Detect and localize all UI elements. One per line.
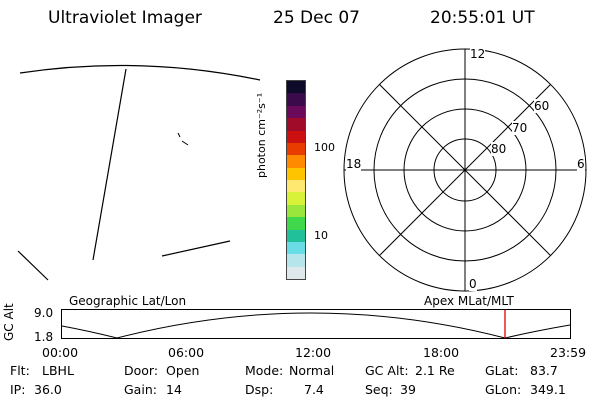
- map-edge-line: [161, 240, 231, 257]
- time-tick-0000: 00:00: [42, 345, 79, 360]
- door-label: Door:: [124, 363, 159, 378]
- time-tick-1800: 18:00: [423, 345, 460, 360]
- dsp-value: 7.4: [304, 382, 324, 397]
- map-coastline-fragment: [177, 132, 189, 146]
- altitude-y-min: 1.8: [34, 330, 54, 344]
- colorbar-band-4: [287, 130, 305, 143]
- colorbar-band-0: [287, 81, 305, 94]
- mlt-label-12: 12: [470, 47, 486, 61]
- colorbar-band-1: [287, 93, 305, 106]
- time-tick-0600: 06:00: [168, 345, 205, 360]
- map-edge-line: [17, 250, 49, 281]
- filter-label: Flt:: [10, 363, 30, 378]
- altitude-plot-frame: [61, 309, 571, 339]
- colorbar-band-14: [287, 254, 305, 267]
- colorbar-tick-10: 10: [314, 229, 328, 242]
- glon-value: 349.1: [530, 382, 566, 397]
- mlat-label-80: 80: [491, 142, 507, 156]
- geographic-map: [17, 64, 261, 281]
- geographic-panel-label: Geographic Lat/Lon: [69, 294, 187, 308]
- glon-label: GLon:: [485, 382, 522, 397]
- colorbar-band-2: [287, 105, 305, 119]
- colorbar-band-11: [287, 217, 305, 230]
- map-boundary-arc: [19, 64, 261, 81]
- altitude-axis-label: GC Alt: [2, 303, 16, 341]
- intensity-colorbar: [286, 80, 306, 280]
- colorbar-band-9: [287, 192, 305, 205]
- altitude-plot: [61, 309, 571, 339]
- ip-label: IP:: [10, 382, 26, 397]
- instrument-title: Ultraviolet Imager: [48, 8, 202, 28]
- polar-plot: [343, 48, 587, 292]
- mode-label: Mode:: [245, 363, 284, 378]
- time-tick-1200: 12:00: [295, 345, 332, 360]
- ip-value: 36.0: [34, 382, 62, 397]
- colorbar-band-6: [287, 155, 305, 168]
- meridian-diagonal: [379, 84, 551, 256]
- colorbar-unit-label: photon cm⁻²s⁻¹: [255, 92, 268, 178]
- gc-alt-label: GC Alt:: [365, 363, 409, 378]
- colorbar-band-5: [287, 142, 305, 156]
- mlat-label-70: 70: [512, 121, 528, 135]
- time-tick-2359: 23:59: [550, 345, 587, 360]
- colorbar-band-8: [287, 180, 305, 193]
- door-value: Open: [166, 363, 200, 378]
- glat-value: 83.7: [530, 363, 558, 378]
- gain-value: 14: [166, 382, 182, 397]
- colorbar-band-3: [287, 118, 305, 131]
- mlt-label-18: 18: [346, 157, 362, 171]
- mlt-label-6: 6: [577, 157, 585, 171]
- colorbar-tick-100: 100: [314, 141, 335, 154]
- time-label: 20:55:01 UT: [430, 8, 535, 28]
- altitude-trace: [61, 312, 571, 339]
- altitude-y-max: 9.0: [34, 306, 54, 320]
- filter-value: LBHL: [42, 363, 74, 378]
- colorbar-band-12: [287, 229, 305, 242]
- colorbar-band-10: [287, 204, 305, 218]
- gain-label: Gain:: [124, 382, 157, 397]
- colorbar-band-13: [287, 241, 305, 255]
- mode-value: Normal: [289, 363, 335, 378]
- gc-alt-value: 2.1 Re: [415, 363, 455, 378]
- dsp-label: Dsp:: [245, 382, 274, 397]
- apex-panel-label: Apex MLat/MLT: [424, 294, 514, 308]
- mlt-label-0: 0: [469, 277, 477, 291]
- mlat-label-60: 60: [534, 99, 550, 113]
- glat-label: GLat:: [485, 363, 519, 378]
- seq-label: Seq:: [365, 382, 393, 397]
- date-label: 25 Dec 07: [273, 8, 360, 28]
- map-meridian: [92, 68, 127, 261]
- colorbar-band-7: [287, 167, 305, 180]
- colorbar-band-15: [287, 266, 305, 279]
- seq-value: 39: [400, 382, 416, 397]
